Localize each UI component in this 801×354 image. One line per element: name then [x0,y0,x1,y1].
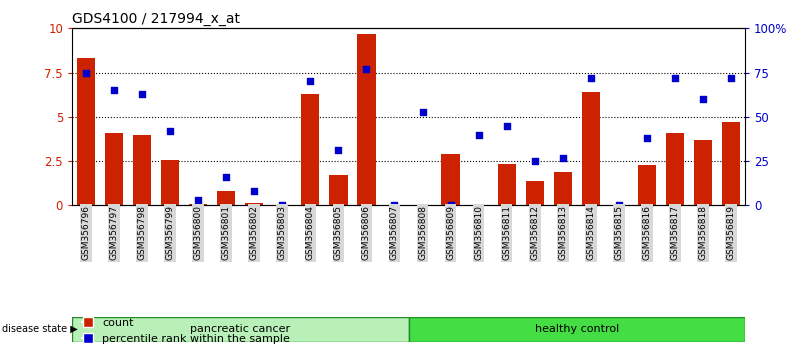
Point [640,135,653,141]
Text: GSM356796: GSM356796 [82,205,91,260]
Point [304,79,316,84]
Bar [133,135,151,205]
Text: GSM356819: GSM356819 [727,205,735,260]
Point [528,158,541,164]
Point [80,70,92,75]
Point [191,197,204,203]
Bar [329,175,348,205]
Point [388,202,400,208]
Text: GSM356798: GSM356798 [138,205,147,260]
Text: GSM356800: GSM356800 [194,205,203,260]
Bar [105,133,123,205]
Point [696,96,709,102]
Text: pancreatic cancer: pancreatic cancer [191,324,290,334]
Bar [666,133,684,205]
Point [724,75,737,81]
Bar [72,317,409,342]
Text: GSM356814: GSM356814 [586,205,595,260]
Bar [161,160,179,205]
Point [612,202,625,208]
Point [416,109,429,114]
Point [584,75,597,81]
Text: GSM356815: GSM356815 [614,205,623,260]
Text: GSM356812: GSM356812 [530,205,539,260]
Text: healthy control: healthy control [534,324,619,334]
Point [500,123,513,129]
Point [135,91,149,97]
Point [219,174,232,180]
Text: GSM356804: GSM356804 [306,205,315,260]
Bar [245,202,264,205]
Text: GSM356801: GSM356801 [222,205,231,260]
Bar [409,317,745,342]
Point [276,202,288,208]
Text: GSM356797: GSM356797 [110,205,119,260]
Bar [722,122,740,205]
Text: GSM356818: GSM356818 [698,205,707,260]
Bar [301,94,320,205]
Text: GSM356807: GSM356807 [390,205,399,260]
Point [472,132,485,137]
Text: GSM356811: GSM356811 [502,205,511,260]
Text: GSM356810: GSM356810 [474,205,483,260]
Text: GSM356817: GSM356817 [670,205,679,260]
Bar [638,166,656,205]
Text: GSM356806: GSM356806 [362,205,371,260]
Text: GSM356802: GSM356802 [250,205,259,260]
Bar [441,154,460,205]
Text: GSM356799: GSM356799 [166,205,175,260]
Text: disease state ▶: disease state ▶ [2,324,78,334]
Point [444,202,457,208]
Bar [525,181,544,205]
Text: GSM356805: GSM356805 [334,205,343,260]
Bar [497,164,516,205]
Bar [582,92,600,205]
Point [248,188,260,194]
Text: GSM356816: GSM356816 [642,205,651,260]
Point [107,87,120,93]
Text: GSM356803: GSM356803 [278,205,287,260]
Bar [694,140,712,205]
Text: GDS4100 / 217994_x_at: GDS4100 / 217994_x_at [72,12,240,26]
Point [163,128,176,134]
Text: GSM356809: GSM356809 [446,205,455,260]
Point [556,155,569,160]
Point [668,75,681,81]
Text: GSM356813: GSM356813 [558,205,567,260]
Point [332,148,344,153]
Text: GSM356808: GSM356808 [418,205,427,260]
Bar [357,34,376,205]
Bar [553,172,572,205]
Bar [217,191,235,205]
Bar [77,58,95,205]
Legend: count, percentile rank within the sample: count, percentile rank within the sample [78,314,295,348]
Point [360,66,372,72]
